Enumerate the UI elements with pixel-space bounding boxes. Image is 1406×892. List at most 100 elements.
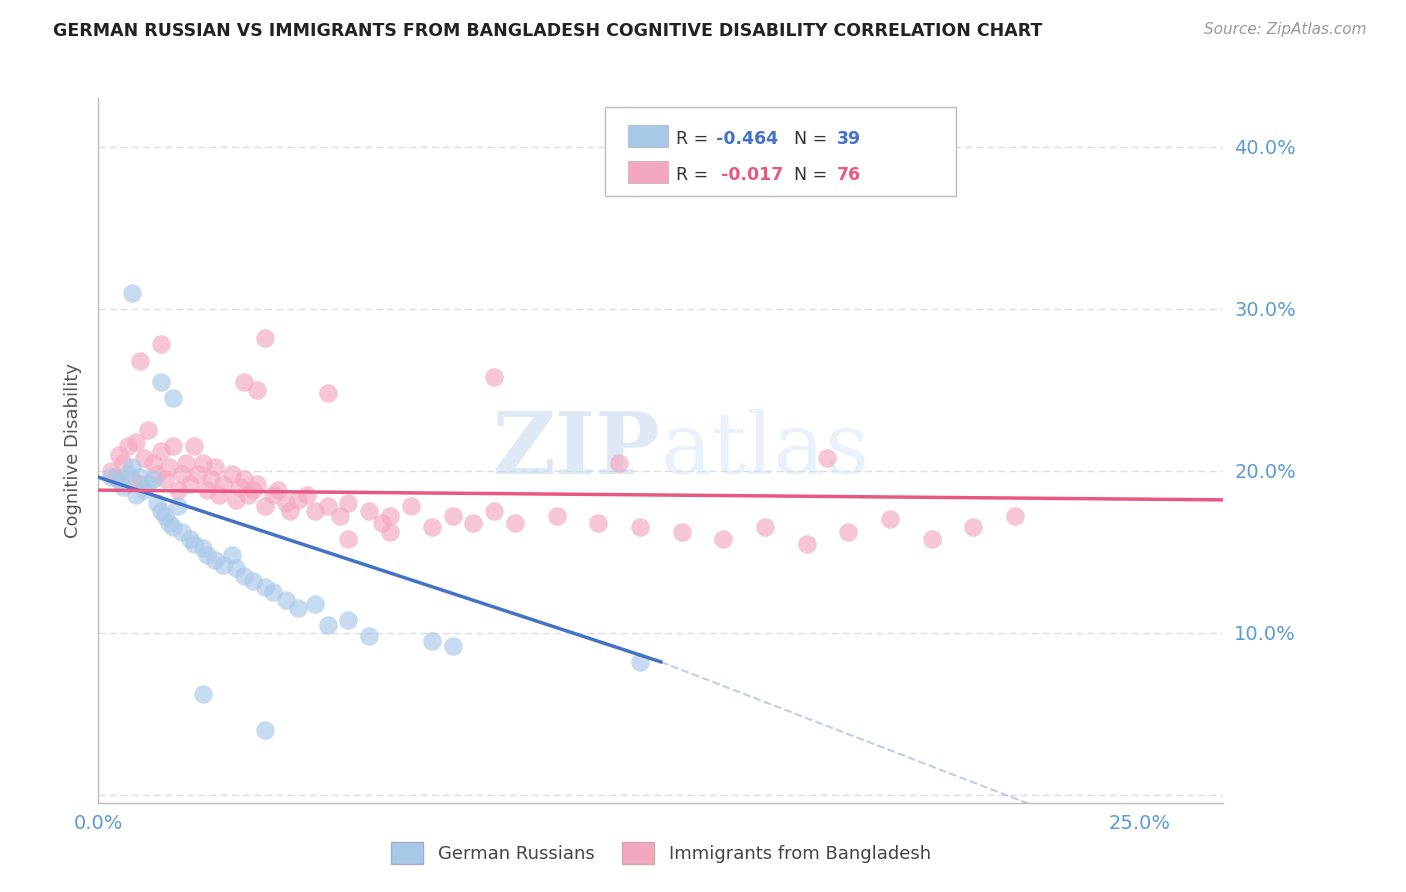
Point	[274, 593, 297, 607]
Point	[100, 470, 122, 484]
Point	[153, 472, 176, 486]
Point	[246, 383, 269, 397]
Point	[316, 617, 339, 632]
Point	[304, 504, 326, 518]
Point	[817, 450, 839, 465]
Point	[208, 488, 231, 502]
Point	[121, 460, 143, 475]
Point	[117, 467, 139, 481]
Point	[378, 509, 401, 524]
Point	[420, 633, 443, 648]
Point	[337, 496, 360, 510]
Point	[242, 483, 264, 497]
Point	[179, 532, 201, 546]
Point	[503, 516, 526, 530]
Point	[138, 476, 160, 491]
Point	[962, 520, 984, 534]
Point	[145, 467, 167, 481]
Point	[166, 500, 188, 514]
Point	[138, 423, 160, 437]
Point	[754, 520, 776, 534]
Point	[225, 492, 247, 507]
Point	[195, 548, 218, 562]
Point	[145, 496, 167, 510]
Point	[149, 375, 172, 389]
Text: atlas: atlas	[661, 409, 870, 492]
Point	[463, 516, 485, 530]
Point	[125, 488, 148, 502]
Text: R =: R =	[676, 130, 714, 148]
Point	[157, 516, 180, 530]
Point	[174, 456, 197, 470]
Point	[607, 456, 630, 470]
Point	[157, 460, 180, 475]
Point	[170, 525, 193, 540]
Point	[337, 532, 360, 546]
Point	[359, 629, 381, 643]
Point	[191, 456, 214, 470]
Point	[274, 496, 297, 510]
Point	[420, 520, 443, 534]
Text: -0.017: -0.017	[721, 166, 783, 184]
Point	[546, 509, 568, 524]
Point	[316, 500, 339, 514]
Point	[191, 687, 214, 701]
Point	[254, 580, 277, 594]
Point	[204, 460, 226, 475]
Point	[628, 655, 651, 669]
Point	[378, 525, 401, 540]
Point	[304, 597, 326, 611]
Point	[129, 470, 152, 484]
Point	[162, 439, 184, 453]
Point	[129, 476, 152, 491]
Point	[233, 472, 256, 486]
Point	[183, 536, 205, 550]
Point	[212, 558, 235, 572]
Point	[262, 488, 284, 502]
Text: -0.464: -0.464	[716, 130, 778, 148]
Point	[233, 569, 256, 583]
Point	[134, 483, 156, 497]
Point	[221, 548, 243, 562]
Text: 39: 39	[837, 130, 860, 148]
Point	[179, 476, 201, 491]
Point	[108, 448, 131, 462]
Text: N =: N =	[794, 166, 834, 184]
Point	[183, 439, 205, 453]
Point	[149, 337, 172, 351]
Point	[287, 601, 309, 615]
Point	[254, 331, 277, 345]
Point	[121, 285, 143, 300]
Point	[100, 464, 122, 478]
Legend: German Russians, Immigrants from Bangladesh: German Russians, Immigrants from Banglad…	[384, 835, 938, 871]
Point	[879, 512, 901, 526]
Point	[129, 353, 152, 368]
Point	[441, 639, 464, 653]
Point	[117, 439, 139, 453]
Point	[295, 488, 318, 502]
Point	[149, 504, 172, 518]
Text: GERMAN RUSSIAN VS IMMIGRANTS FROM BANGLADESH COGNITIVE DISABILITY CORRELATION CH: GERMAN RUSSIAN VS IMMIGRANTS FROM BANGLA…	[53, 22, 1043, 40]
Point	[170, 467, 193, 481]
Point	[166, 483, 188, 497]
Point	[316, 386, 339, 401]
Point	[921, 532, 943, 546]
Point	[262, 585, 284, 599]
Point	[225, 561, 247, 575]
Point	[191, 541, 214, 556]
Point	[370, 516, 392, 530]
Y-axis label: Cognitive Disability: Cognitive Disability	[63, 363, 82, 538]
Point	[837, 525, 859, 540]
Point	[246, 476, 269, 491]
Text: R =: R =	[676, 166, 720, 184]
Point	[441, 509, 464, 524]
Point	[233, 375, 256, 389]
Text: N =: N =	[794, 130, 834, 148]
Point	[482, 369, 505, 384]
Point	[204, 553, 226, 567]
Point	[112, 480, 135, 494]
Point	[142, 456, 165, 470]
Point	[112, 456, 135, 470]
Point	[711, 532, 734, 546]
Point	[229, 480, 252, 494]
